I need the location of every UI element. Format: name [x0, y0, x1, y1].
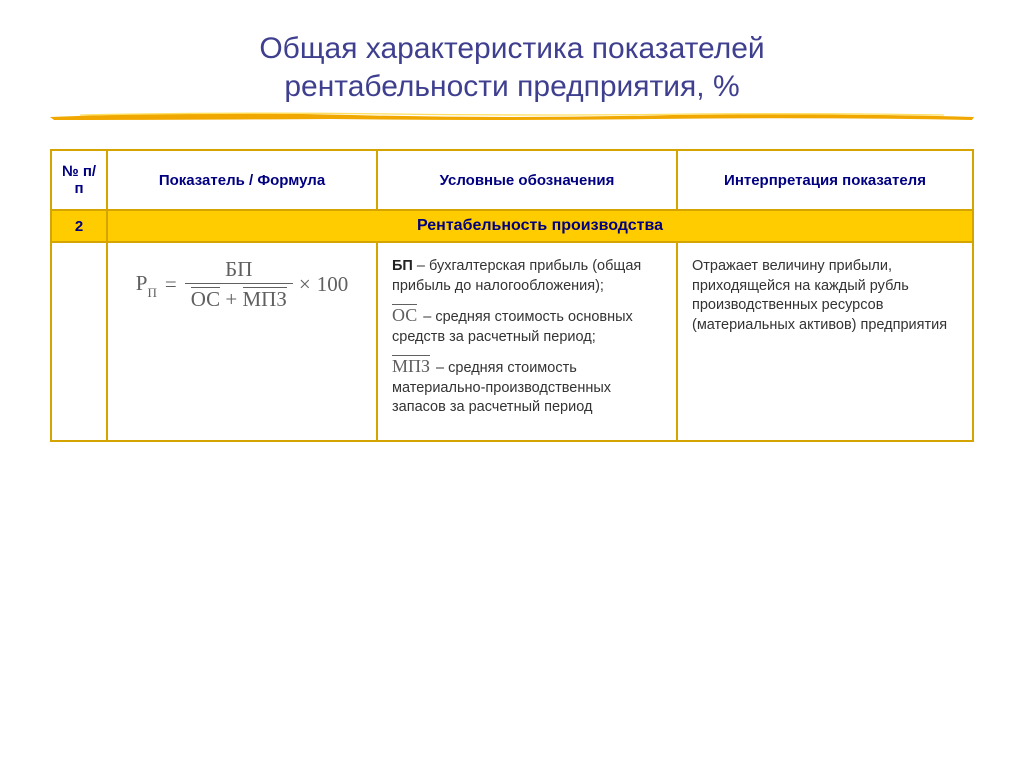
interpretation-text: Отражает величину прибыли, приходящейся … — [692, 258, 947, 333]
data-row: РП = БП ОС + МПЗ ×100 — [51, 242, 973, 441]
header-notation: Условные обозначения — [377, 150, 677, 210]
slide-title: Общая характеристика показателей рентабе… — [50, 30, 974, 105]
title-underline-decor — [50, 109, 974, 123]
indicators-table: № п/п Показатель / Формула Условные обоз… — [50, 149, 974, 442]
header-formula: Показатель / Формула — [107, 150, 377, 210]
section-title: Рентабельность производства — [107, 210, 973, 242]
equals-sign: = — [165, 270, 177, 298]
fraction-bar — [185, 283, 293, 284]
section-row: 2 Рентабельность производства — [51, 210, 973, 242]
table-header-row: № п/п Показатель / Формула Условные обоз… — [51, 150, 973, 210]
row-number-cell — [51, 242, 107, 441]
title-line-2: рентабельности предприятия, % — [284, 70, 739, 103]
hundred: 100 — [317, 270, 349, 298]
fraction-numerator: БП — [219, 257, 258, 282]
formula-fraction: БП ОС + МПЗ — [185, 257, 293, 312]
interpretation-cell: Отражает величину прибыли, приходящейся … — [677, 242, 973, 441]
notation-term-2: ОС – средняя стоимость основных средств … — [392, 304, 662, 347]
notation-cell: БП – бухгалтерская прибыль (общая прибыл… — [377, 242, 677, 441]
header-num: № п/п — [51, 150, 107, 210]
formula-lhs: РП — [136, 269, 157, 300]
times-sign: × — [299, 270, 311, 298]
fraction-denominator: ОС + МПЗ — [185, 285, 293, 312]
profitability-formula: РП = БП ОС + МПЗ ×100 — [114, 257, 370, 312]
title-line-1: Общая характеристика показателей — [259, 32, 764, 65]
formula-cell: РП = БП ОС + МПЗ ×100 — [107, 242, 377, 441]
notation-term-1: БП – бухгалтерская прибыль (общая прибыл… — [392, 257, 662, 296]
section-number: 2 — [51, 210, 107, 242]
header-interp: Интерпретация показателя — [677, 150, 973, 210]
notation-term-3: МПЗ – средняя стоимость материально-прои… — [392, 355, 662, 418]
